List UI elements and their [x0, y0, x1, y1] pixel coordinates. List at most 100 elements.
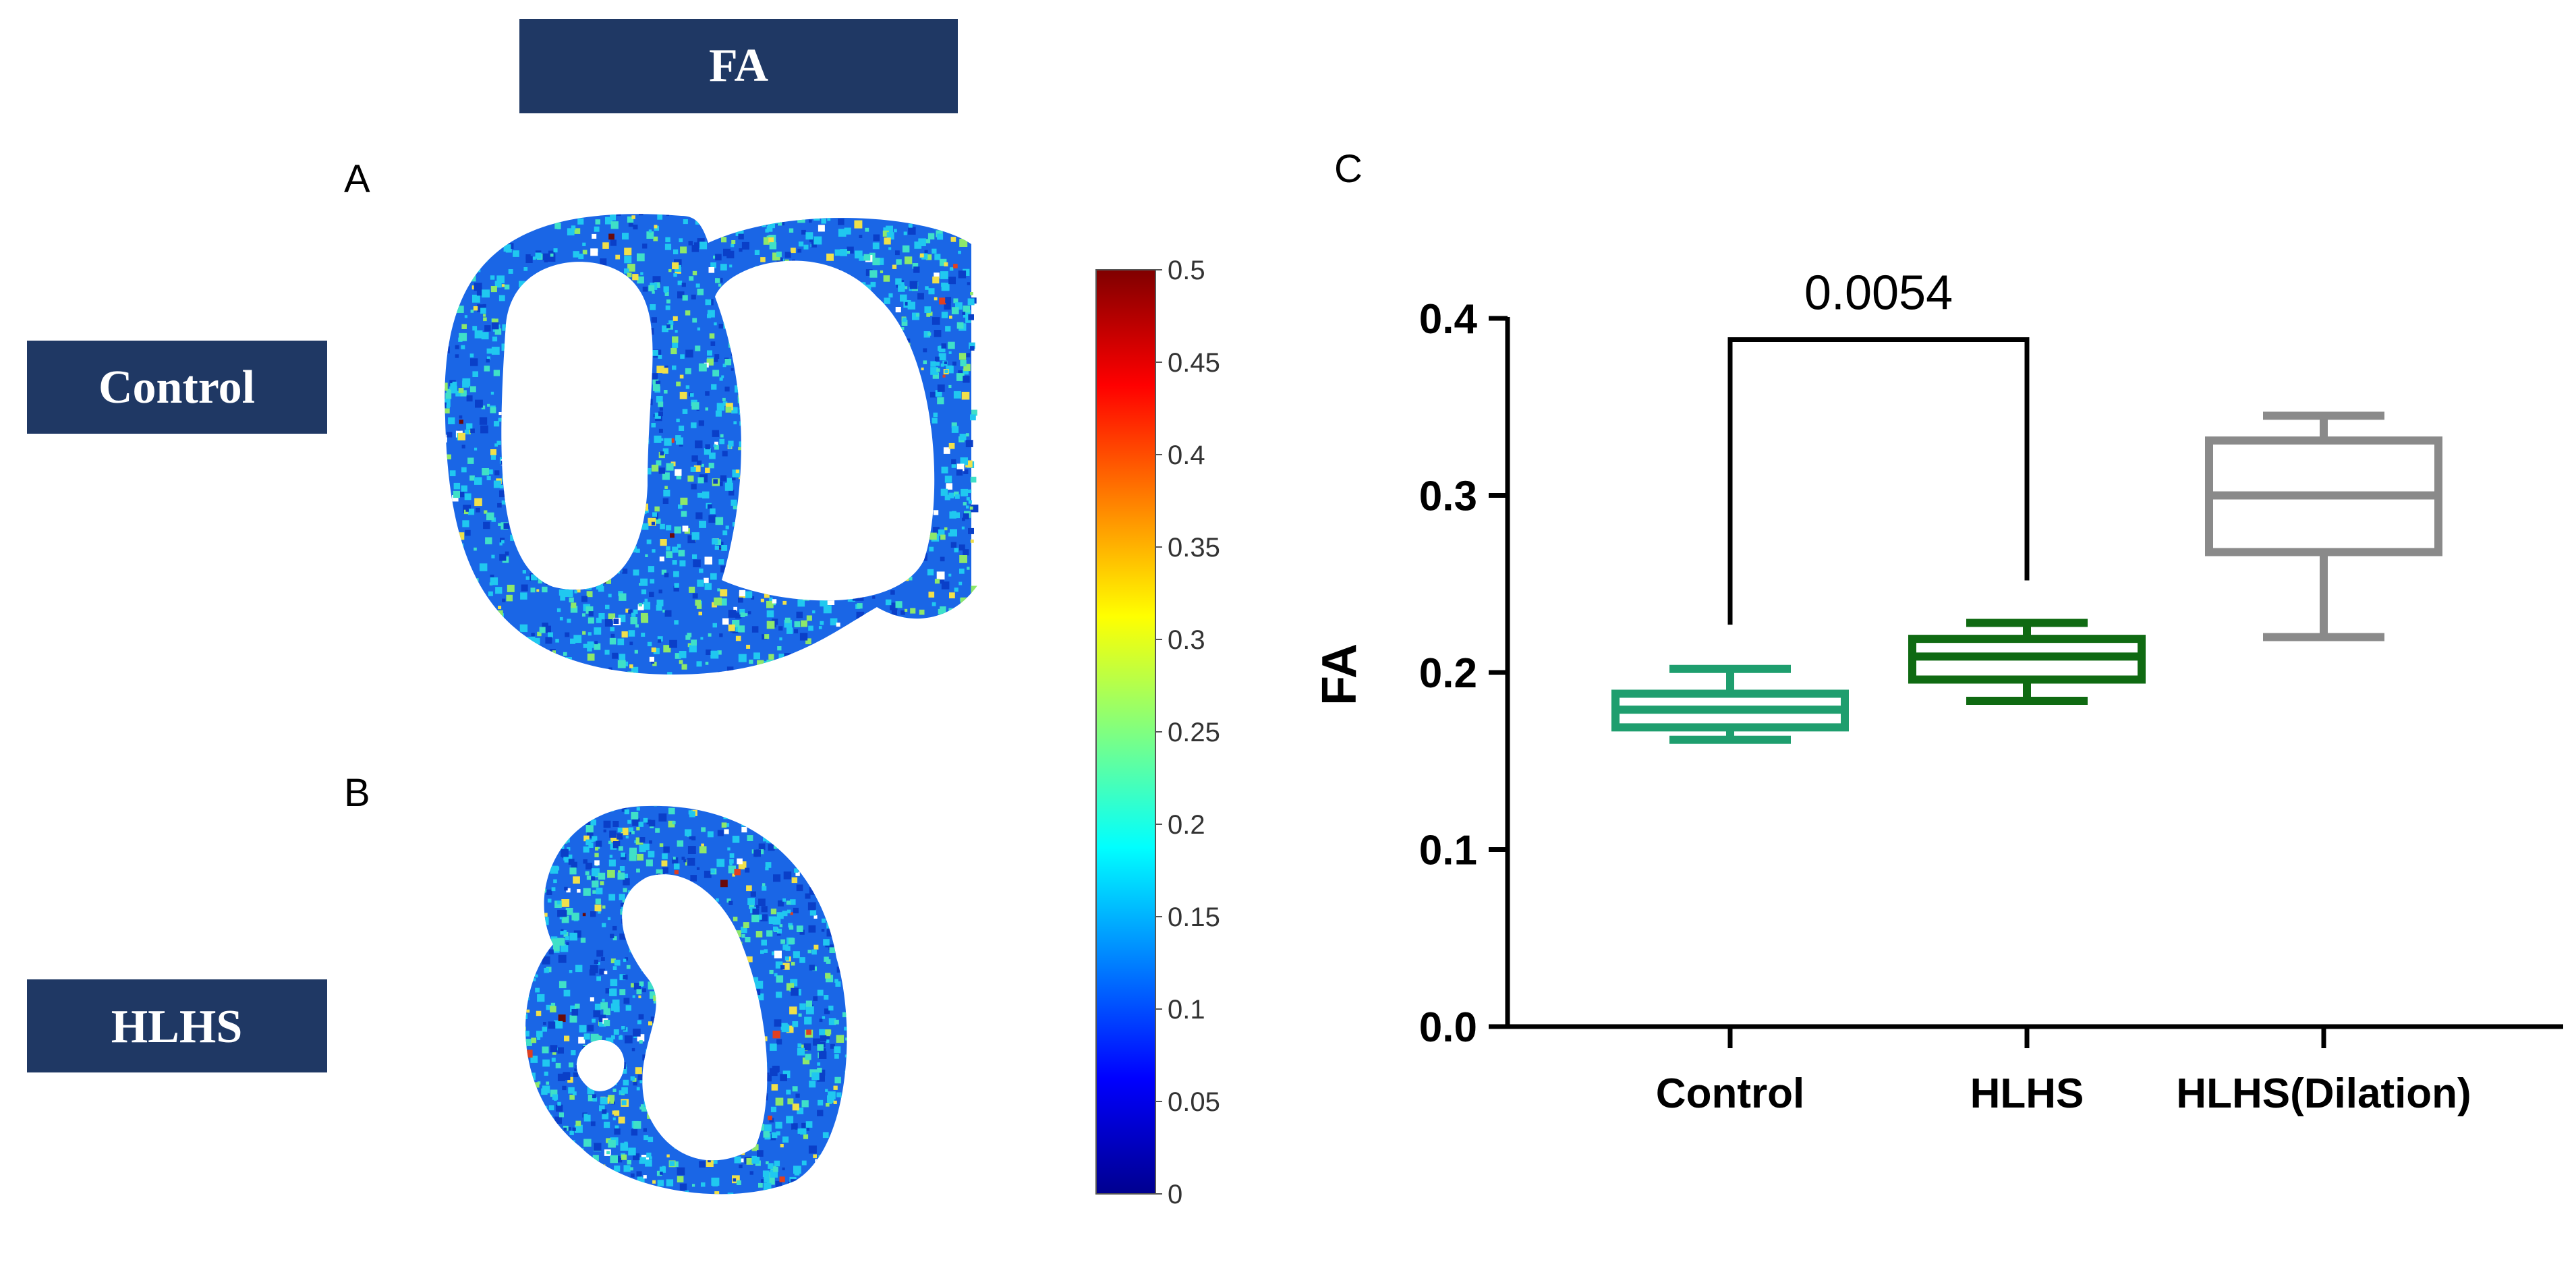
map-pixel: [562, 355, 567, 360]
map-pixel: [667, 909, 673, 915]
map-pixel: [677, 544, 681, 548]
map-pixel: [452, 293, 455, 297]
map-pixel: [764, 1177, 770, 1183]
map-pixel: [938, 529, 945, 536]
map-pixel: [773, 926, 778, 931]
map-pixel: [770, 1068, 778, 1077]
map-pixel: [673, 863, 680, 869]
map-pixel: [690, 927, 695, 932]
map-pixel: [865, 885, 871, 891]
map-pixel: [621, 318, 627, 325]
map-pixel: [608, 346, 612, 350]
map-pixel: [636, 868, 640, 873]
map-pixel: [611, 483, 617, 489]
map-pixel: [440, 634, 445, 639]
map-pixel: [967, 282, 971, 285]
map-pixel: [714, 354, 720, 359]
map-pixel: [856, 366, 862, 372]
map-pixel: [436, 514, 442, 520]
map-pixel: [885, 324, 893, 333]
map-pixel: [806, 615, 812, 621]
map-pixel: [772, 951, 776, 956]
map-pixel: [590, 205, 598, 212]
map-pixel: [632, 818, 640, 826]
map-pixel: [625, 1035, 633, 1043]
map-pixel: [594, 1161, 597, 1165]
map-pixel: [554, 297, 559, 302]
map-pixel: [641, 1104, 649, 1112]
map-pixel: [865, 937, 871, 943]
map-pixel: [676, 1191, 679, 1195]
map-pixel: [483, 314, 486, 317]
map-pixel: [887, 638, 894, 646]
map-pixel: [537, 367, 540, 371]
map-pixel: [817, 989, 824, 996]
map-pixel: [432, 643, 440, 650]
map-pixel: [859, 256, 864, 261]
map-pixel: [519, 648, 523, 652]
map-pixel: [519, 227, 525, 232]
map-pixel: [875, 1124, 882, 1132]
map-pixel: [670, 1087, 678, 1096]
map-pixel: [710, 1041, 714, 1045]
map-pixel: [819, 1019, 823, 1023]
map-pixel: [612, 936, 617, 941]
map-pixel: [776, 196, 780, 200]
map-pixel: [903, 525, 909, 531]
map-pixel: [562, 930, 567, 935]
map-pixel: [807, 270, 812, 277]
map-pixel: [823, 605, 832, 614]
map-pixel: [874, 847, 877, 851]
map-pixel: [700, 637, 704, 640]
map-pixel: [792, 1021, 799, 1027]
map-pixel: [433, 583, 439, 590]
map-pixel: [804, 522, 808, 527]
map-pixel: [966, 353, 971, 357]
map-pixel: [739, 566, 744, 570]
map-pixel: [817, 1110, 824, 1116]
map-pixel: [437, 539, 443, 545]
map-pixel: [673, 1218, 676, 1221]
map-pixel: [702, 799, 706, 802]
map-pixel: [840, 1095, 847, 1103]
map-pixel: [737, 397, 745, 403]
map-pixel: [631, 1208, 638, 1215]
map-pixel: [652, 1180, 656, 1184]
map-pixel: [826, 878, 830, 881]
map-pixel: [503, 523, 510, 529]
map-pixel: [851, 1144, 856, 1149]
map-pixel: [447, 432, 453, 438]
map-pixel: [517, 841, 524, 848]
map-pixel: [772, 917, 781, 925]
map-pixel: [895, 307, 901, 313]
map-pixel: [565, 289, 574, 297]
map-pixel: [625, 1199, 631, 1205]
map-pixel: [630, 1173, 635, 1178]
map-pixel: [437, 519, 445, 527]
map-pixel: [445, 346, 450, 353]
map-pixel: [850, 916, 856, 922]
map-pixel: [855, 250, 863, 259]
map-pixel: [764, 299, 768, 304]
map-pixel: [626, 903, 634, 911]
colorbar-tick-label: 0.25: [1168, 718, 1220, 747]
map-pixel: [612, 821, 619, 827]
map-pixel: [777, 581, 784, 587]
map-pixel: [760, 668, 766, 674]
map-pixel: [511, 958, 516, 963]
map-pixel: [481, 619, 485, 624]
map-pixel: [820, 621, 824, 625]
map-pixel: [599, 471, 604, 477]
map-pixel: [641, 964, 649, 972]
map-pixel: [525, 995, 529, 1001]
map-pixel: [805, 805, 813, 813]
map-pixel: [750, 576, 757, 583]
map-pixel: [863, 1115, 869, 1120]
map-pixel: [582, 1046, 588, 1052]
map-pixel: [886, 232, 894, 240]
map-pixel: [842, 276, 846, 279]
map-pixel: [648, 1137, 654, 1143]
map-pixel: [900, 378, 905, 382]
map-pixel: [508, 391, 515, 398]
map-pixel: [744, 978, 749, 983]
